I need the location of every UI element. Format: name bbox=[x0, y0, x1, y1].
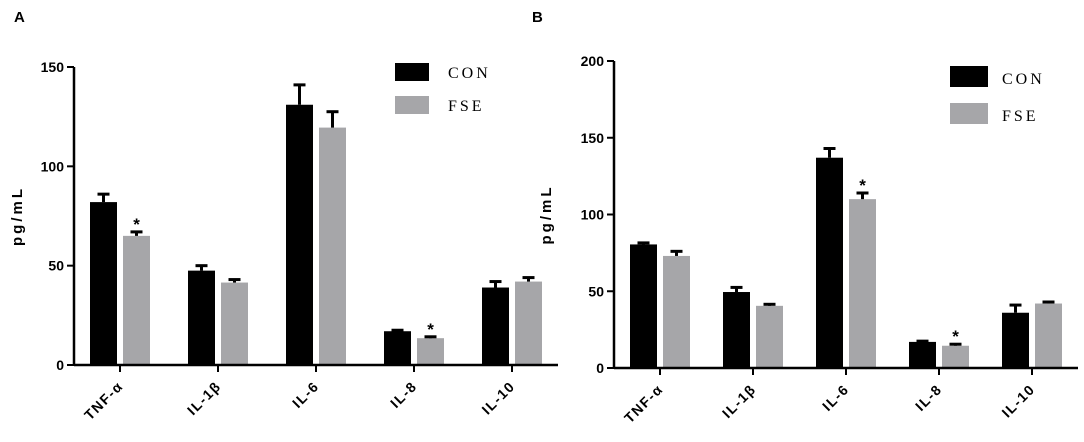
bar-fse-3 bbox=[942, 345, 969, 368]
bar-fse-3 bbox=[417, 338, 444, 365]
legend-swatch-con bbox=[950, 66, 988, 87]
bar-fse-2 bbox=[319, 127, 346, 366]
y-tick-label: 100 bbox=[581, 207, 605, 223]
bar-con-2 bbox=[286, 104, 313, 365]
legend-label-con: CON bbox=[448, 65, 491, 82]
bar-fse-0 bbox=[663, 255, 690, 368]
legend: CON FSE bbox=[950, 66, 1045, 125]
bar-fse-0 bbox=[123, 235, 150, 365]
bar-con-1 bbox=[723, 292, 750, 368]
significance-star: * bbox=[952, 327, 959, 346]
legend-label-fse: FSE bbox=[1002, 108, 1039, 125]
y-tick-label: 100 bbox=[41, 158, 65, 174]
significance-star: * bbox=[427, 320, 434, 339]
bar-con-2 bbox=[816, 157, 843, 368]
significance-star: * bbox=[133, 215, 140, 234]
bar-con-3 bbox=[909, 341, 936, 368]
bar-fse-1 bbox=[756, 305, 783, 368]
x-tick-label: TNF-α bbox=[621, 381, 666, 426]
legend-label-fse: FSE bbox=[448, 98, 485, 115]
bar-con-4 bbox=[1002, 312, 1029, 368]
legend: CON FSE bbox=[395, 63, 491, 115]
y-axis-label: pg/mL bbox=[9, 186, 26, 246]
y-axis-label: pg/mL bbox=[538, 185, 555, 245]
bar-con-4 bbox=[482, 287, 509, 365]
bar-con-1 bbox=[188, 270, 215, 365]
x-tick-label: IL-8 bbox=[912, 381, 945, 414]
y-tick-label: 50 bbox=[588, 283, 604, 299]
y-tick-label: 150 bbox=[41, 59, 65, 75]
bar-con-0 bbox=[630, 244, 657, 368]
x-tick-label: IL-10 bbox=[478, 378, 518, 418]
legend-swatch-fse bbox=[395, 96, 429, 114]
x-tick-label: IL-8 bbox=[387, 378, 420, 411]
y-tick-label: 200 bbox=[581, 53, 605, 69]
chart-panel-b: Bpg/mL TNF-α IL-1β * IL-6 * IL-8 IL-10 0 50 100 150… bbox=[532, 9, 1078, 426]
bar-fse-4 bbox=[515, 281, 542, 365]
bar-fse-2 bbox=[849, 199, 876, 368]
x-tick-label: IL-6 bbox=[289, 378, 322, 411]
x-tick-label: TNF-α bbox=[81, 378, 126, 423]
x-tick-label: IL-10 bbox=[998, 381, 1038, 421]
y-tick-label: 150 bbox=[581, 130, 605, 146]
bar-fse-1 bbox=[221, 282, 248, 365]
bar-con-3 bbox=[384, 331, 411, 365]
bar-con-0 bbox=[90, 202, 117, 365]
legend-swatch-con bbox=[395, 63, 429, 81]
legend-label-con: CON bbox=[1002, 71, 1045, 88]
panel-letter: A bbox=[14, 9, 25, 26]
y-tick-label: 50 bbox=[48, 258, 64, 274]
x-tick-label: IL-1β bbox=[719, 381, 759, 421]
y-tick-label: 0 bbox=[596, 360, 604, 376]
panel-letter: B bbox=[532, 9, 543, 26]
bar-fse-4 bbox=[1035, 303, 1062, 368]
x-tick-label: IL-1β bbox=[184, 378, 224, 418]
x-tick-label: IL-6 bbox=[819, 381, 852, 414]
chart-panel-a: Apg/mL * TNF-α IL-1β IL-6 * IL-8 IL-10 0 50 100 150… bbox=[9, 9, 558, 423]
significance-star: * bbox=[859, 176, 866, 195]
legend-swatch-fse bbox=[950, 103, 988, 124]
y-tick-label: 0 bbox=[56, 357, 64, 373]
